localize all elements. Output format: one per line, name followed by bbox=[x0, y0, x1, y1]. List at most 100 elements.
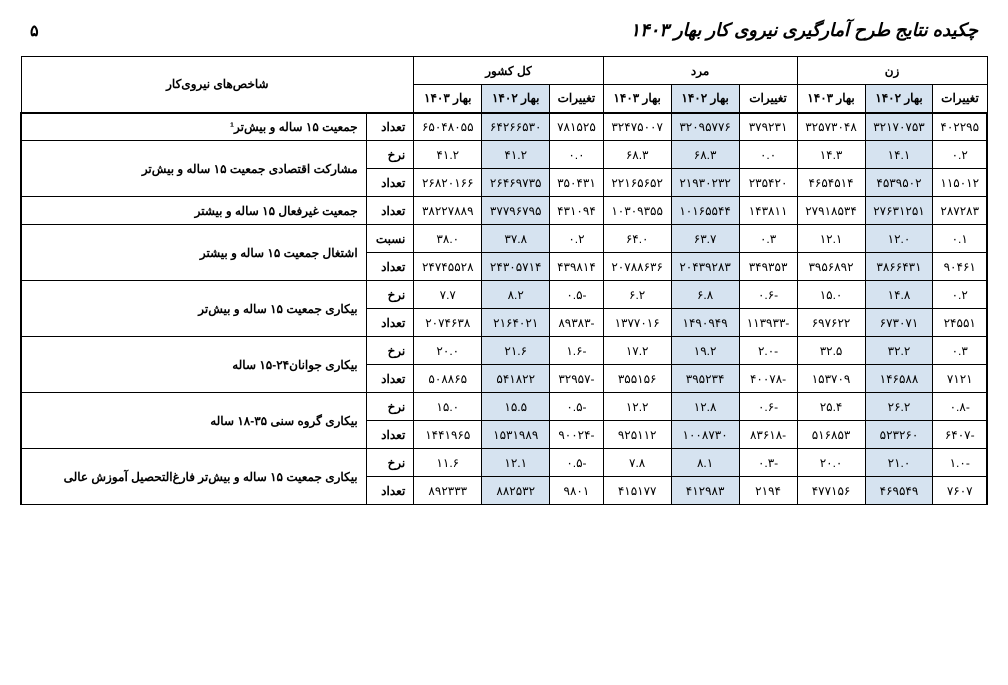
data-cell: ۳۵۰۴۳۱ bbox=[550, 169, 603, 197]
data-cell: ۷.۷ bbox=[414, 281, 482, 309]
table-row: ۰.۱۱۲.۰۱۲.۱۰.۳۶۳.۷۶۴.۰۰.۲۳۷.۸۳۸.۰نسبتاشت… bbox=[21, 225, 987, 253]
data-cell: ۲۰۴۳۹۲۸۳ bbox=[671, 253, 739, 281]
data-cell: ۱۹.۲ bbox=[671, 337, 739, 365]
data-cell: ۳۹۵۶۸۹۲ bbox=[797, 253, 865, 281]
data-cell: ۳۲.۲ bbox=[865, 337, 933, 365]
table-row: ۰.۲۱۴.۱۱۴.۳۰.۰۶۸.۳۶۸.۳۰.۰۴۱.۲۴۱.۲نرخمشار… bbox=[21, 141, 987, 169]
type-label: تعداد bbox=[366, 113, 414, 141]
type-label: نرخ bbox=[366, 449, 414, 477]
page-header: چکیده نتایج طرح آمارگیری نیروی کار بهار … bbox=[20, 20, 988, 41]
sub-header: بهار ۱۴۰۲ bbox=[482, 85, 550, 113]
data-cell: ۶۷۳۰۷۱ bbox=[865, 309, 933, 337]
data-cell: ۲۷۶۳۱۲۵۱ bbox=[865, 197, 933, 225]
data-cell: -۸۳۶۱۸ bbox=[739, 421, 797, 449]
data-cell: ۰.۲ bbox=[933, 281, 987, 309]
data-cell: ۰.۳ bbox=[933, 337, 987, 365]
data-cell: ۲۰.۰ bbox=[414, 337, 482, 365]
data-cell: ۶۵۰۴۸۰۵۵ bbox=[414, 113, 482, 141]
data-cell: ۸.۱ bbox=[671, 449, 739, 477]
data-cell: ۶۳.۷ bbox=[671, 225, 739, 253]
type-label: نرخ bbox=[366, 281, 414, 309]
data-cell: ۲۰.۰ bbox=[797, 449, 865, 477]
data-cell: ۱۴۹۰۹۴۹ bbox=[671, 309, 739, 337]
page-number: ۵ bbox=[30, 21, 39, 41]
data-cell: ۳۷.۸ bbox=[482, 225, 550, 253]
data-cell: ۴۰۲۲۹۵ bbox=[933, 113, 987, 141]
data-cell: -۹۰۰۲۴ bbox=[550, 421, 603, 449]
data-cell: ۴۱۵۱۷۷ bbox=[603, 477, 671, 505]
data-cell: ۰.۰ bbox=[739, 141, 797, 169]
sub-header: بهار ۱۴۰۲ bbox=[671, 85, 739, 113]
data-cell: ۳۹۵۲۳۴ bbox=[671, 365, 739, 393]
data-cell: ۳۷۹۲۳۱ bbox=[739, 113, 797, 141]
data-cell: ۲۱.۶ bbox=[482, 337, 550, 365]
data-cell: ۳۷۷۹۶۷۹۵ bbox=[482, 197, 550, 225]
total-group-header: کل کشور bbox=[414, 57, 603, 85]
data-cell: ۲۰۷۸۸۶۳۶ bbox=[603, 253, 671, 281]
sub-header: بهار ۱۴۰۲ bbox=[865, 85, 933, 113]
document-title: چکیده نتایج طرح آمارگیری نیروی کار بهار … bbox=[630, 20, 978, 41]
data-cell: ۶.۸ bbox=[671, 281, 739, 309]
data-cell: ۴۷۷۱۵۶ bbox=[797, 477, 865, 505]
data-cell: ۶۸.۳ bbox=[671, 141, 739, 169]
indicator-label: جمعیت ۱۵ ساله و بیش‌تر¹ bbox=[21, 113, 366, 141]
sub-header: بهار ۱۴۰۳ bbox=[603, 85, 671, 113]
data-cell: ۲۳۵۴۲۰ bbox=[739, 169, 797, 197]
data-cell: ۳۲۱۷۰۷۵۳ bbox=[865, 113, 933, 141]
labor-force-table: زن مرد کل کشور شاخص‌های نیروی‌کار تغییرا… bbox=[20, 56, 988, 505]
data-cell: -۱.۶ bbox=[550, 337, 603, 365]
data-cell: ۲۴۳۰۵۷۱۴ bbox=[482, 253, 550, 281]
data-cell: ۸۹۲۳۳۳ bbox=[414, 477, 482, 505]
type-label: نسبت bbox=[366, 225, 414, 253]
data-cell: ۴۱.۲ bbox=[482, 141, 550, 169]
data-cell: ۶۴۲۶۶۵۳۰ bbox=[482, 113, 550, 141]
table-row: ۰.۳۳۲.۲۳۲.۵-۲.۰۱۹.۲۱۷.۲-۱.۶۲۱.۶۲۰.۰نرخبی… bbox=[21, 337, 987, 365]
data-cell: ۰.۰ bbox=[550, 141, 603, 169]
data-cell: ۲۴۷۴۵۵۲۸ bbox=[414, 253, 482, 281]
data-cell: ۳۸۶۶۴۳۱ bbox=[865, 253, 933, 281]
data-cell: ۹۰۴۶۱ bbox=[933, 253, 987, 281]
women-group-header: زن bbox=[797, 57, 987, 85]
table-row: -۰.۸۲۶.۲۲۵.۴-۰.۶۱۲.۸۱۲.۲-۰.۵۱۵.۵۱۵.۰نرخب… bbox=[21, 393, 987, 421]
data-cell: ۰.۲ bbox=[550, 225, 603, 253]
data-cell: ۱۱۵۰۱۲ bbox=[933, 169, 987, 197]
indicator-label: بیکاری جوانان۲۴-۱۵ ساله bbox=[21, 337, 366, 393]
data-cell: ۶۴.۰ bbox=[603, 225, 671, 253]
data-cell: -۰.۸ bbox=[933, 393, 987, 421]
data-cell: -۰.۶ bbox=[739, 281, 797, 309]
data-cell: ۴۶۹۵۴۹ bbox=[865, 477, 933, 505]
data-cell: ۹۲۵۱۱۲ bbox=[603, 421, 671, 449]
data-cell: ۵۲۳۲۶۰ bbox=[865, 421, 933, 449]
data-cell: ۷.۸ bbox=[603, 449, 671, 477]
data-cell: ۱۵.۵ bbox=[482, 393, 550, 421]
data-cell: ۶۹۷۶۲۲ bbox=[797, 309, 865, 337]
data-cell: ۶۸.۳ bbox=[603, 141, 671, 169]
data-cell: ۲۰۷۴۶۳۸ bbox=[414, 309, 482, 337]
data-cell: ۲۱.۰ bbox=[865, 449, 933, 477]
data-cell: ۰.۳ bbox=[739, 225, 797, 253]
data-cell: ۱۲.۱ bbox=[482, 449, 550, 477]
data-cell: -۰.۳ bbox=[739, 449, 797, 477]
data-cell: ۷۸۱۵۲۵ bbox=[550, 113, 603, 141]
data-cell: ۴۵۳۹۵۰۲ bbox=[865, 169, 933, 197]
data-cell: ۱۲.۸ bbox=[671, 393, 739, 421]
data-cell: -۰.۶ bbox=[739, 393, 797, 421]
indicator-label: جمعیت غیرفعال ۱۵ ساله و بیشتر bbox=[21, 197, 366, 225]
sub-header: بهار ۱۴۰۳ bbox=[414, 85, 482, 113]
data-cell: ۰.۲ bbox=[933, 141, 987, 169]
type-label: تعداد bbox=[366, 197, 414, 225]
table-row: ۰.۲۱۴.۸۱۵.۰-۰.۶۶.۸۶.۲-۰.۵۸.۲۷.۷نرخبیکاری… bbox=[21, 281, 987, 309]
table-row: ۴۰۲۲۹۵۳۲۱۷۰۷۵۳۳۲۵۷۳۰۴۸۳۷۹۲۳۱۳۲۰۹۵۷۷۶۳۲۴۷… bbox=[21, 113, 987, 141]
data-cell: ۱۲.۱ bbox=[797, 225, 865, 253]
indicators-header: شاخص‌های نیروی‌کار bbox=[21, 57, 414, 113]
data-cell: ۳۸۲۲۷۸۸۹ bbox=[414, 197, 482, 225]
data-cell: ۱۱.۶ bbox=[414, 449, 482, 477]
type-label: تعداد bbox=[366, 169, 414, 197]
data-cell: ۵۱۶۸۵۳ bbox=[797, 421, 865, 449]
data-cell: ۴۱۲۹۸۳ bbox=[671, 477, 739, 505]
data-cell: -۱۱۳۹۳۳ bbox=[739, 309, 797, 337]
data-cell: -۲.۰ bbox=[739, 337, 797, 365]
data-cell: ۴۱.۲ bbox=[414, 141, 482, 169]
data-cell: ۳۴۹۳۵۳ bbox=[739, 253, 797, 281]
data-cell: ۲۸۷۲۸۳ bbox=[933, 197, 987, 225]
